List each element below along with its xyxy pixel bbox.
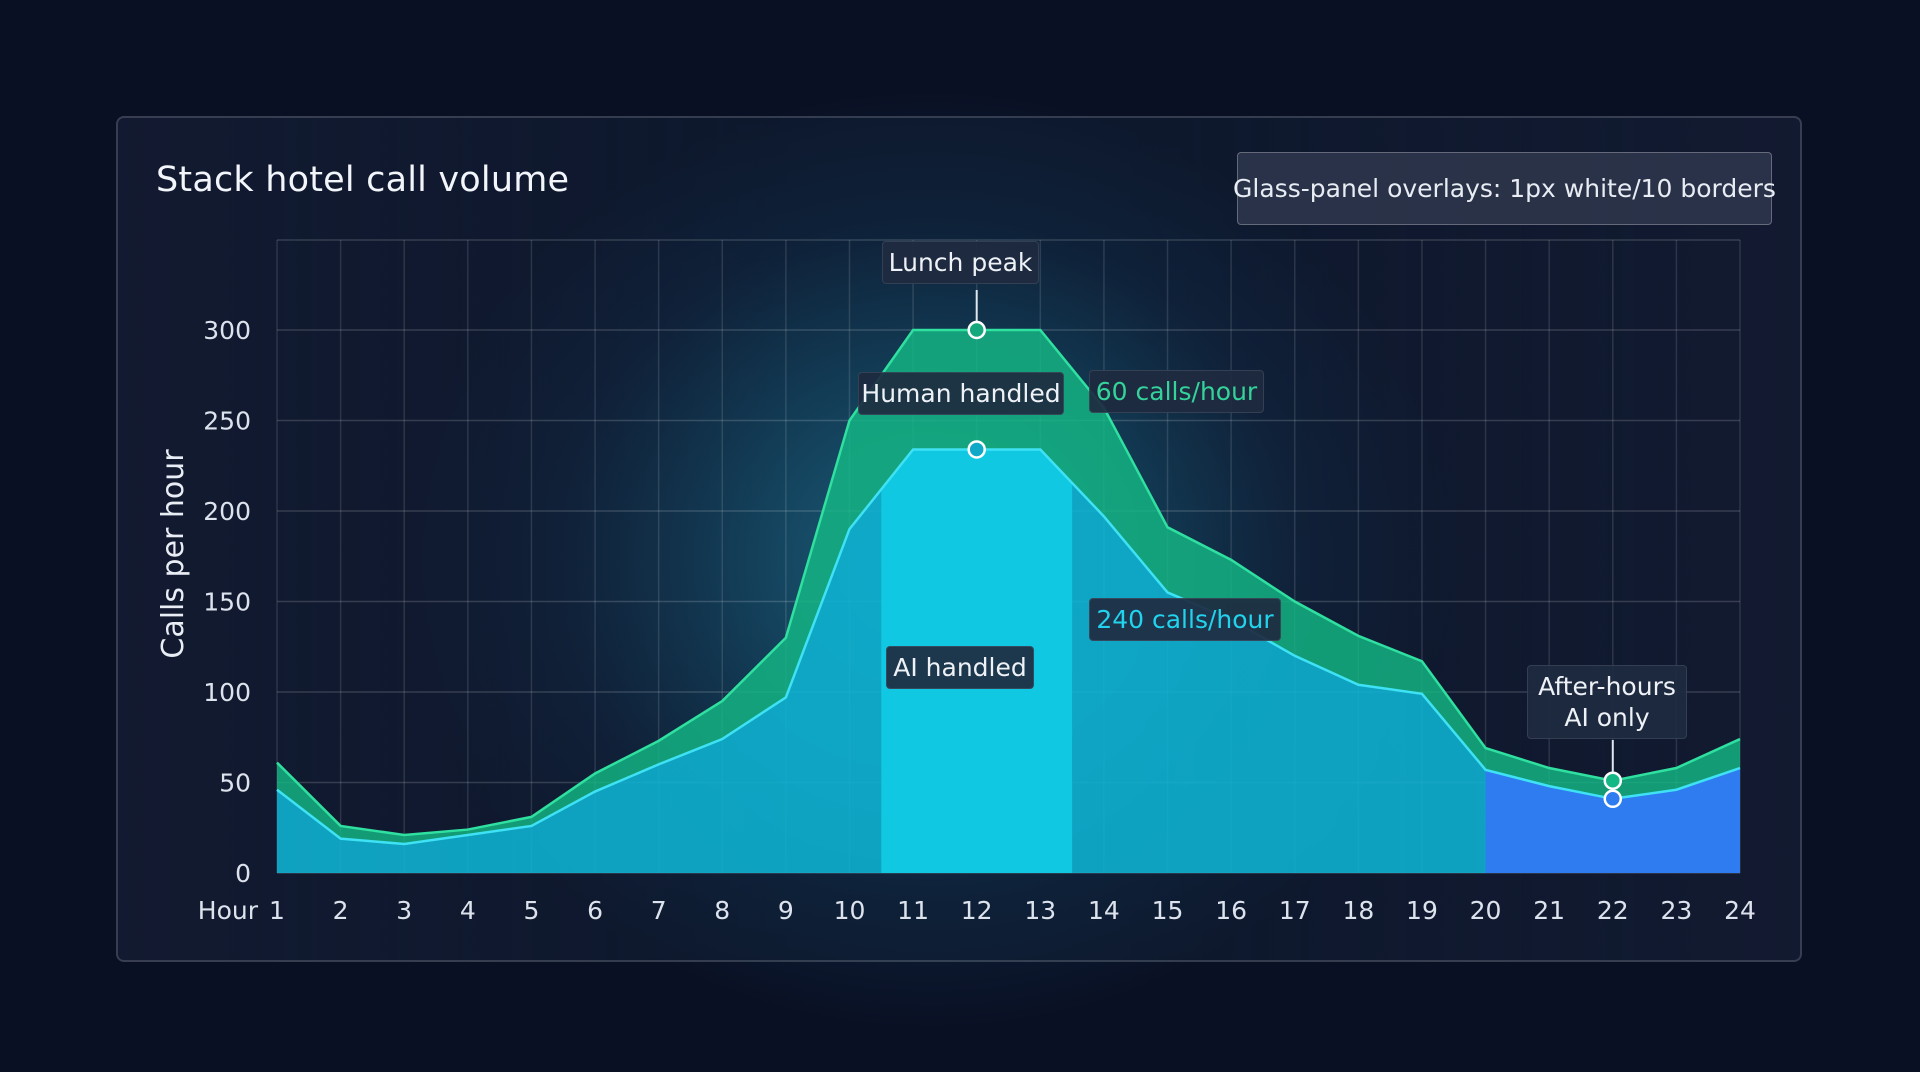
x-tick-label-18: 18: [1342, 896, 1374, 925]
x-tick-label-24: 24: [1724, 896, 1756, 925]
y-tick-label-50: 50: [219, 769, 251, 798]
x-axis-label: Hour: [198, 896, 259, 925]
x-tick-label-22: 22: [1597, 896, 1629, 925]
x-tick-label-19: 19: [1406, 896, 1438, 925]
x-tick-label-2: 2: [333, 896, 349, 925]
human-handled-label: Human handled: [858, 372, 1064, 415]
x-tick-label-13: 13: [1024, 896, 1056, 925]
ai-line: [276, 448, 1741, 846]
lunch-peak-label: Lunch peak: [882, 241, 1039, 284]
x-tick-label-21: 21: [1533, 896, 1565, 925]
x-tick-label-17: 17: [1279, 896, 1311, 925]
x-tick-label-8: 8: [714, 896, 730, 925]
x-tick-label-9: 9: [778, 896, 794, 925]
after-hours-total-marker: [1603, 771, 1623, 790]
x-tick-label-6: 6: [587, 896, 603, 925]
x-tick-label-11: 11: [897, 896, 929, 925]
after-hours-ai-marker: [1603, 789, 1623, 809]
y-axis-label: Calls per hour: [156, 449, 191, 659]
y-tick-label-250: 250: [203, 407, 251, 436]
after-hours-label-line2: AI only: [1564, 703, 1650, 732]
x-tick-label-14: 14: [1088, 896, 1120, 925]
lunch-peak-marker: [967, 320, 986, 340]
after-hours-label: After-hours AI only: [1527, 665, 1687, 739]
human-handled-area: [277, 330, 1740, 845]
chart-title: Stack hotel call volume: [156, 160, 570, 200]
glass-panel-note: Glass-panel overlays: 1px white/10 borde…: [1233, 152, 1776, 225]
x-tick-label-3: 3: [396, 896, 412, 925]
human-rate-label: 60 calls/hour: [1089, 370, 1264, 413]
x-tick-label-12: 12: [961, 896, 993, 925]
x-tick-label-15: 15: [1152, 896, 1184, 925]
x-tick-label-16: 16: [1215, 896, 1247, 925]
ai-peak-marker: [967, 440, 986, 459]
y-tick-label-100: 100: [203, 678, 251, 707]
y-tick-label-150: 150: [203, 588, 251, 617]
ai-handled-label: AI handled: [886, 646, 1034, 689]
x-tick-label-10: 10: [834, 896, 866, 925]
x-tick-label-1: 1: [269, 896, 285, 925]
total-line: [276, 328, 1741, 837]
y-tick-label-300: 300: [203, 316, 251, 345]
x-tick-label-5: 5: [523, 896, 539, 925]
after-hours-label-line1: After-hours: [1538, 672, 1676, 701]
y-tick-label-0: 0: [235, 859, 251, 888]
x-tick-label-4: 4: [460, 896, 476, 925]
y-tick-label-200: 200: [203, 497, 251, 526]
x-tick-label-23: 23: [1660, 896, 1692, 925]
ai-rate-label: 240 calls/hour: [1089, 598, 1281, 641]
x-tick-label-20: 20: [1470, 896, 1502, 925]
x-tick-label-7: 7: [651, 896, 667, 925]
